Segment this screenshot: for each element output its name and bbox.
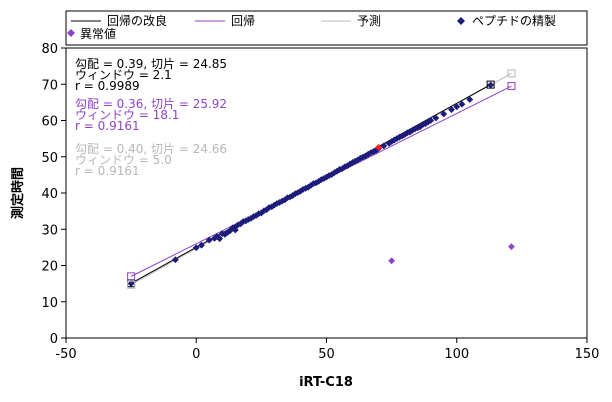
endpoints_regression-marker-1: [507, 82, 516, 91]
peptides-point-87: [427, 117, 435, 124]
y-tick-label-7: 70: [41, 78, 58, 93]
peptides-point-93: [466, 96, 474, 103]
x-tick-label-1: 0: [192, 347, 200, 362]
legend-label-predicted: 予測: [357, 14, 381, 28]
endpoints_predicted-marker-1: [507, 69, 516, 78]
legend-label-outliers: 異常値: [80, 26, 116, 41]
peptides-point-75: [396, 133, 403, 141]
y-tick-label-6: 60: [41, 115, 58, 130]
peptides-point-88: [432, 114, 440, 122]
peptides-point-90: [448, 106, 455, 114]
chart-marks: [127, 69, 516, 289]
peptides-point-31: [276, 199, 284, 206]
peptides-point-1: [172, 256, 179, 264]
peptides-point-43: [307, 181, 315, 189]
annotation-0-line-2: r = 0.9989: [75, 79, 140, 93]
outliers-point-0: [388, 257, 396, 265]
peptides-point-68: [372, 147, 380, 154]
x-tick-label-3: 100: [444, 347, 469, 362]
outliers-point-1: [508, 243, 515, 251]
legend: 回帰の改良 回帰 予測 ペプチドの精製 異常値: [65, 10, 588, 46]
peptides-point-24: [257, 209, 265, 217]
peptides-point-4: [205, 236, 213, 244]
peptides-point-33: [281, 196, 289, 204]
peptides-point-52: [330, 169, 338, 177]
peptides-point-91: [453, 103, 461, 111]
highlight-point-0: [375, 143, 382, 151]
endpoints_predicted-marker-0: [127, 280, 136, 289]
y-tick-label-4: 40: [41, 187, 58, 202]
peptides-point-46: [315, 178, 323, 185]
legend-label-improved: 回帰の改良: [107, 13, 167, 28]
peptides-point-70: [380, 142, 388, 150]
y-tick-label-2: 20: [41, 260, 58, 275]
peptides-point-6: [213, 233, 221, 240]
x-tick-label-2: 50: [318, 347, 335, 362]
legend-box: [65, 10, 588, 46]
peptides-point-72: [388, 138, 396, 145]
peptides-point-59: [349, 159, 356, 166]
peptides-point-45: [312, 179, 320, 187]
peptides-point-81: [411, 125, 419, 133]
annotation-0-line-1: ウィンドウ = 2.1: [75, 68, 172, 82]
peptides-point-58: [346, 160, 354, 168]
y-tick-label-8: 80: [41, 42, 58, 57]
legend-swatch-outliers: [67, 29, 75, 37]
x-tick-label-4: 150: [575, 347, 600, 362]
legend-label-regression: 回帰: [231, 14, 255, 28]
peptides-point-79: [406, 128, 414, 136]
peptides-point-30: [273, 200, 281, 207]
y-tick-label-1: 10: [41, 296, 58, 311]
legend-swatch-peptides: [457, 17, 465, 25]
y-tick-label-0: 0: [50, 332, 58, 347]
annotation-2-line-0: 勾配 = 0.40, 切片 = 24.66: [75, 142, 227, 156]
annotation-0-line-0: 勾配 = 0.39, 切片 = 24.85: [75, 57, 227, 71]
peptides-point-15: [234, 221, 242, 229]
peptides-point-10: [224, 229, 231, 236]
plot-area: [65, 47, 588, 339]
endpoints_improved-marker-1: [486, 80, 495, 89]
peptides-point-92: [458, 100, 466, 108]
peptides-point-0: [127, 280, 135, 288]
annotation-1-line-2: r = 0.9161: [75, 119, 140, 133]
peptides-point-37: [291, 190, 299, 198]
peptides-point-40: [299, 185, 307, 193]
peptides-point-7: [216, 235, 224, 243]
peptides-point-49: [323, 173, 330, 181]
peptides-point-82: [414, 124, 422, 132]
x-axis-label: iRT-C18: [299, 375, 353, 390]
x-tick-label-0: -50: [55, 347, 76, 362]
peptides-point-89: [440, 110, 448, 118]
peptides-point-65: [364, 150, 372, 158]
annotation-1-line-1: ウィンドウ = 18.1: [75, 108, 179, 122]
legend-label-peptides: ペプチドの精製: [472, 14, 556, 28]
peptides-point-94: [487, 81, 495, 89]
annotation-2-line-1: ウィンドウ = 5.0: [75, 153, 172, 167]
peptides-point-14: [231, 226, 239, 234]
y-tick-label-5: 50: [41, 151, 58, 166]
y-axis-label: 測定時間: [10, 167, 26, 219]
annotation-1-line-0: 勾配 = 0.36, 切片 = 25.92: [75, 97, 227, 111]
annotation-2-line-2: r = 0.9161: [75, 164, 140, 178]
peptides-point-3: [198, 241, 205, 249]
peptides-point-2: [192, 244, 200, 252]
endpoints_regression-marker-0: [127, 272, 136, 281]
y-tick-label-3: 30: [41, 223, 58, 238]
peptides-point-18: [242, 217, 250, 225]
peptides-point-55: [338, 165, 346, 173]
